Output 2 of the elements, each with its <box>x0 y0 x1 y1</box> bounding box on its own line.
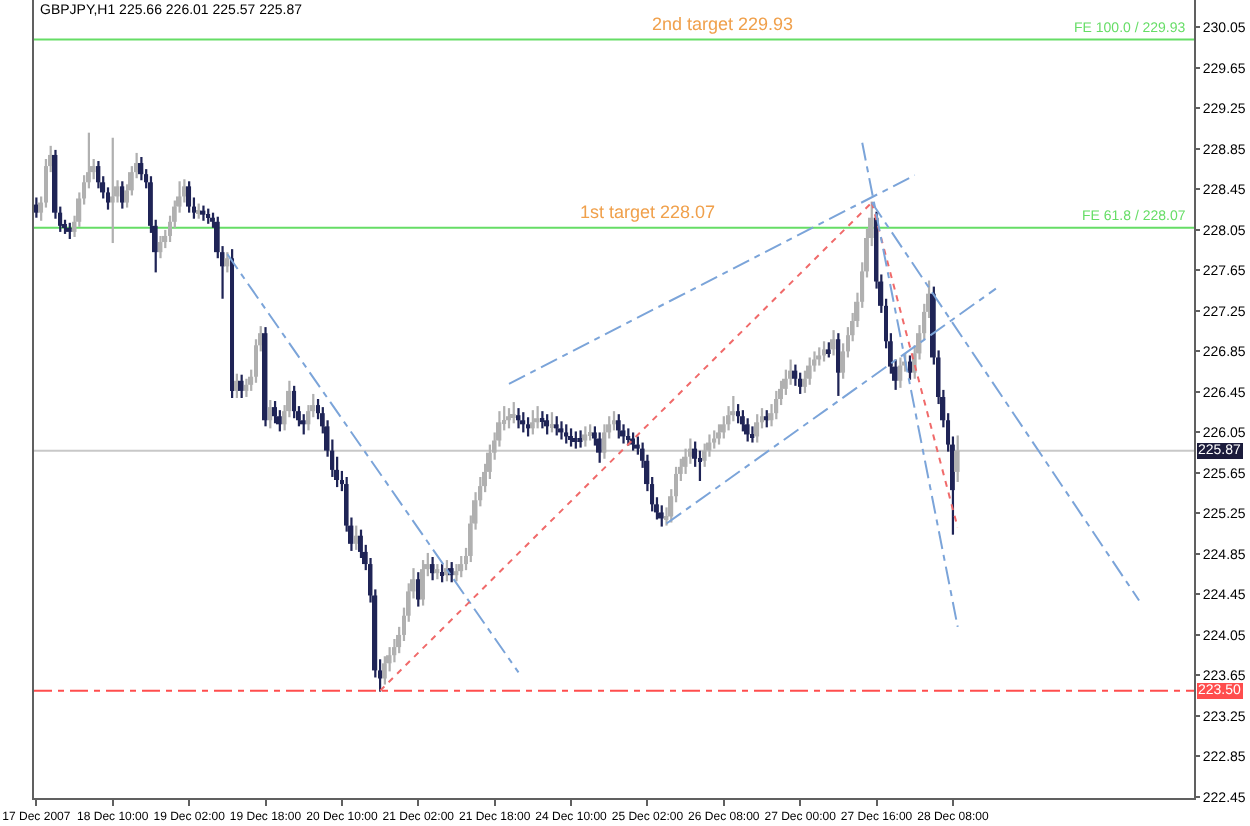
annotation: 1st target 228.07 <box>580 202 716 222</box>
annotation: 2nd target 229.93 <box>652 14 794 34</box>
